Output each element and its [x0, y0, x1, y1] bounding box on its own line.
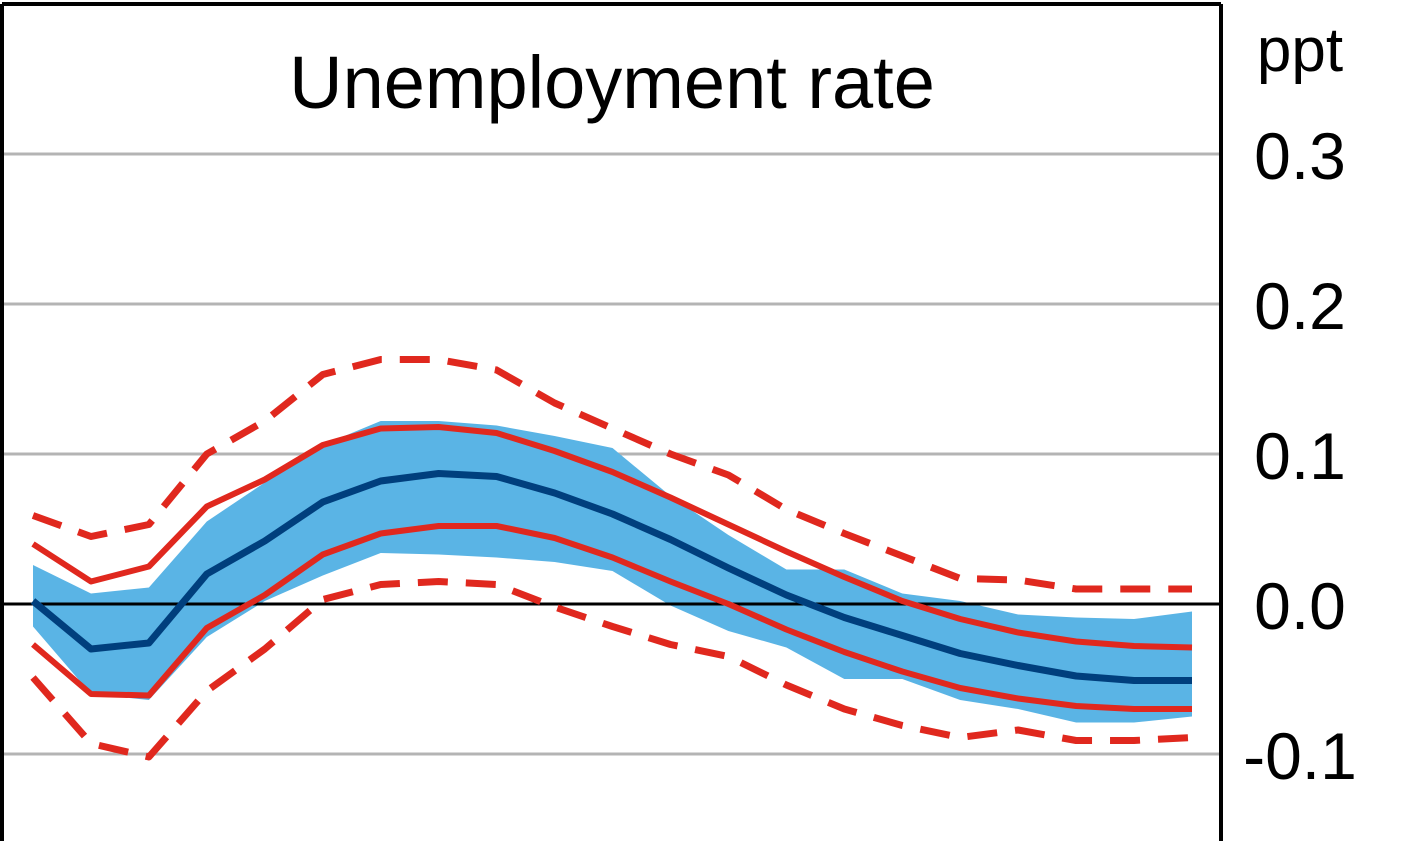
- confidence-band-layer: [33, 421, 1192, 723]
- y-tick-label: 0.2: [1254, 269, 1346, 343]
- y-tick-label: -0.1: [1243, 719, 1357, 793]
- y-tick-label: 0.0: [1254, 569, 1346, 643]
- series-layer: [30, 356, 1193, 761]
- median-line: [30, 470, 1192, 684]
- y-axis-tick-labels: 0.3 0.2 0.1 0.0 -0.1: [1243, 119, 1357, 793]
- outer-upper-bound-line: [31, 356, 1192, 593]
- outer-lower-bound-line: [30, 578, 1193, 761]
- y-tick-label: 0.3: [1254, 119, 1346, 193]
- confidence-band: [33, 421, 1192, 723]
- chart-title: Unemployment rate: [289, 41, 935, 124]
- inner-upper-bound-line: [31, 424, 1193, 651]
- y-axis-unit-label: ppt: [1257, 16, 1343, 85]
- inner-lower-bound-line: [31, 523, 1192, 712]
- chart-frame: [0, 2, 1223, 841]
- y-tick-label: 0.1: [1254, 419, 1346, 493]
